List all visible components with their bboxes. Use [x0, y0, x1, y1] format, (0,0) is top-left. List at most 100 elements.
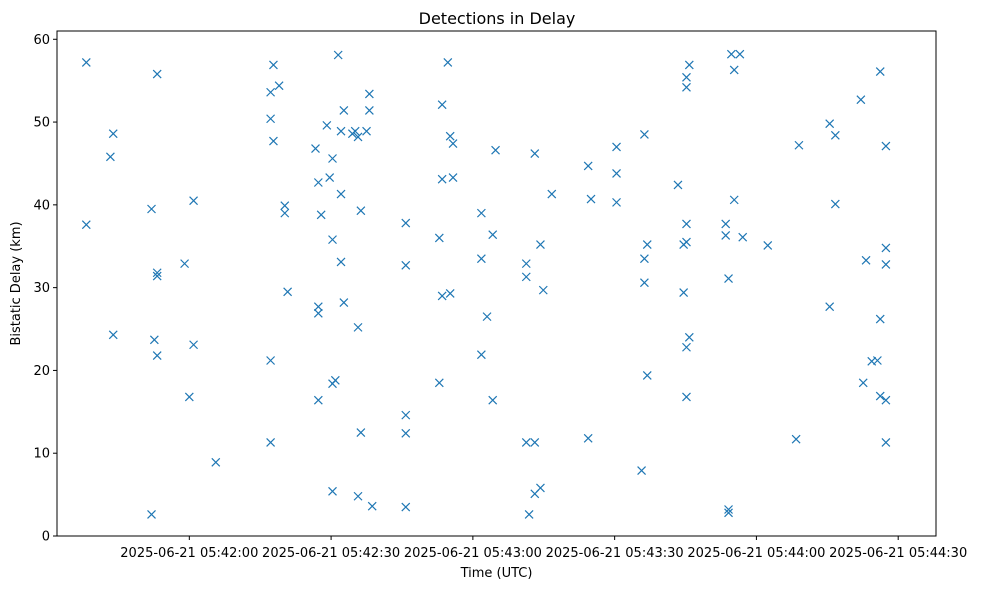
- data-point: [350, 126, 360, 136]
- data-point: [445, 289, 455, 298]
- data-point: [642, 370, 652, 380]
- y-tick-label: 10: [33, 447, 50, 462]
- data-point: [530, 438, 540, 447]
- data-point: [448, 139, 458, 149]
- data-point: [401, 410, 411, 420]
- data-point: [682, 392, 691, 402]
- data-point: [283, 287, 293, 297]
- data-point: [763, 240, 773, 250]
- data-point: [791, 434, 801, 444]
- data-point: [328, 486, 337, 496]
- data-point: [328, 235, 337, 245]
- data-point: [313, 302, 323, 312]
- data-point: [336, 126, 346, 136]
- data-point: [330, 375, 340, 385]
- data-point: [313, 308, 323, 318]
- data-point: [269, 136, 278, 146]
- y-axis-label: Bistatic Delay (km): [9, 221, 24, 345]
- data-point: [401, 502, 411, 512]
- chart-title: Detections in Delay: [419, 9, 576, 28]
- data-point: [313, 395, 323, 405]
- data-point: [612, 197, 621, 207]
- data-point: [152, 271, 162, 281]
- data-point: [322, 120, 332, 130]
- y-tick-label: 40: [33, 198, 50, 213]
- data-point: [339, 298, 349, 307]
- data-point: [325, 173, 335, 182]
- x-tick-label: 2025-06-21 05:43:30: [546, 546, 684, 561]
- data-point: [729, 65, 739, 75]
- data-point: [881, 141, 891, 151]
- data-point: [825, 302, 835, 312]
- data-point: [858, 378, 868, 388]
- data-point: [679, 288, 689, 298]
- data-point: [274, 81, 284, 91]
- data-point: [336, 257, 346, 267]
- data-point: [353, 322, 363, 332]
- data-point: [521, 438, 531, 447]
- data-point: [266, 87, 276, 97]
- data-point: [881, 438, 891, 447]
- data-point: [724, 508, 733, 518]
- y-tick-label: 50: [33, 116, 50, 131]
- data-point: [443, 58, 453, 67]
- data-point: [367, 501, 377, 511]
- data-point: [339, 106, 349, 115]
- data-point: [738, 232, 748, 242]
- data-point: [280, 208, 290, 218]
- data-point: [147, 204, 156, 214]
- data-point: [108, 129, 118, 139]
- data-point: [682, 342, 691, 352]
- data-point: [105, 152, 115, 162]
- data-point: [269, 60, 278, 70]
- data-point: [538, 285, 548, 295]
- data-point: [488, 230, 498, 240]
- data-point: [684, 332, 694, 342]
- data-point: [488, 395, 498, 405]
- data-point: [353, 132, 363, 142]
- data-point: [437, 100, 447, 110]
- plot-area-frame: [56, 30, 937, 537]
- x-tick-label: 2025-06-21 05:44:00: [687, 546, 825, 561]
- data-point: [856, 95, 866, 105]
- data-point: [311, 144, 320, 153]
- data-point: [682, 82, 691, 92]
- data-point: [152, 351, 162, 360]
- data-point: [476, 254, 486, 264]
- data-point: [881, 243, 891, 253]
- data-point: [794, 140, 804, 150]
- data-point: [524, 510, 534, 519]
- data-point: [81, 220, 91, 230]
- data-point: [147, 510, 156, 519]
- data-point: [152, 69, 162, 79]
- data-point: [445, 131, 455, 141]
- data-point: [364, 89, 374, 99]
- x-tick-label: 2025-06-21 05:43:00: [404, 546, 542, 561]
- data-point: [476, 208, 486, 218]
- data-point: [875, 314, 885, 324]
- data-point: [336, 189, 346, 199]
- data-point: [530, 149, 540, 158]
- data-point: [881, 395, 891, 405]
- x-axis-label: Time (UTC): [460, 566, 533, 581]
- data-point: [639, 278, 649, 288]
- data-point: [437, 291, 447, 301]
- data-point: [872, 356, 882, 365]
- data-point: [491, 145, 500, 155]
- data-point: [364, 106, 374, 115]
- data-point: [684, 60, 694, 70]
- data-point: [211, 457, 221, 467]
- data-point: [881, 260, 891, 269]
- data-point: [448, 173, 458, 182]
- data-point: [333, 50, 343, 60]
- data-point: [547, 189, 557, 199]
- data-point: [328, 154, 337, 163]
- x-tick-label: 2025-06-21 05:42:00: [120, 546, 258, 561]
- data-point: [642, 240, 652, 250]
- data-point: [353, 491, 363, 501]
- y-tick-label: 30: [33, 281, 50, 296]
- data-point: [612, 142, 621, 152]
- data-point: [612, 168, 621, 178]
- data-point: [184, 392, 194, 402]
